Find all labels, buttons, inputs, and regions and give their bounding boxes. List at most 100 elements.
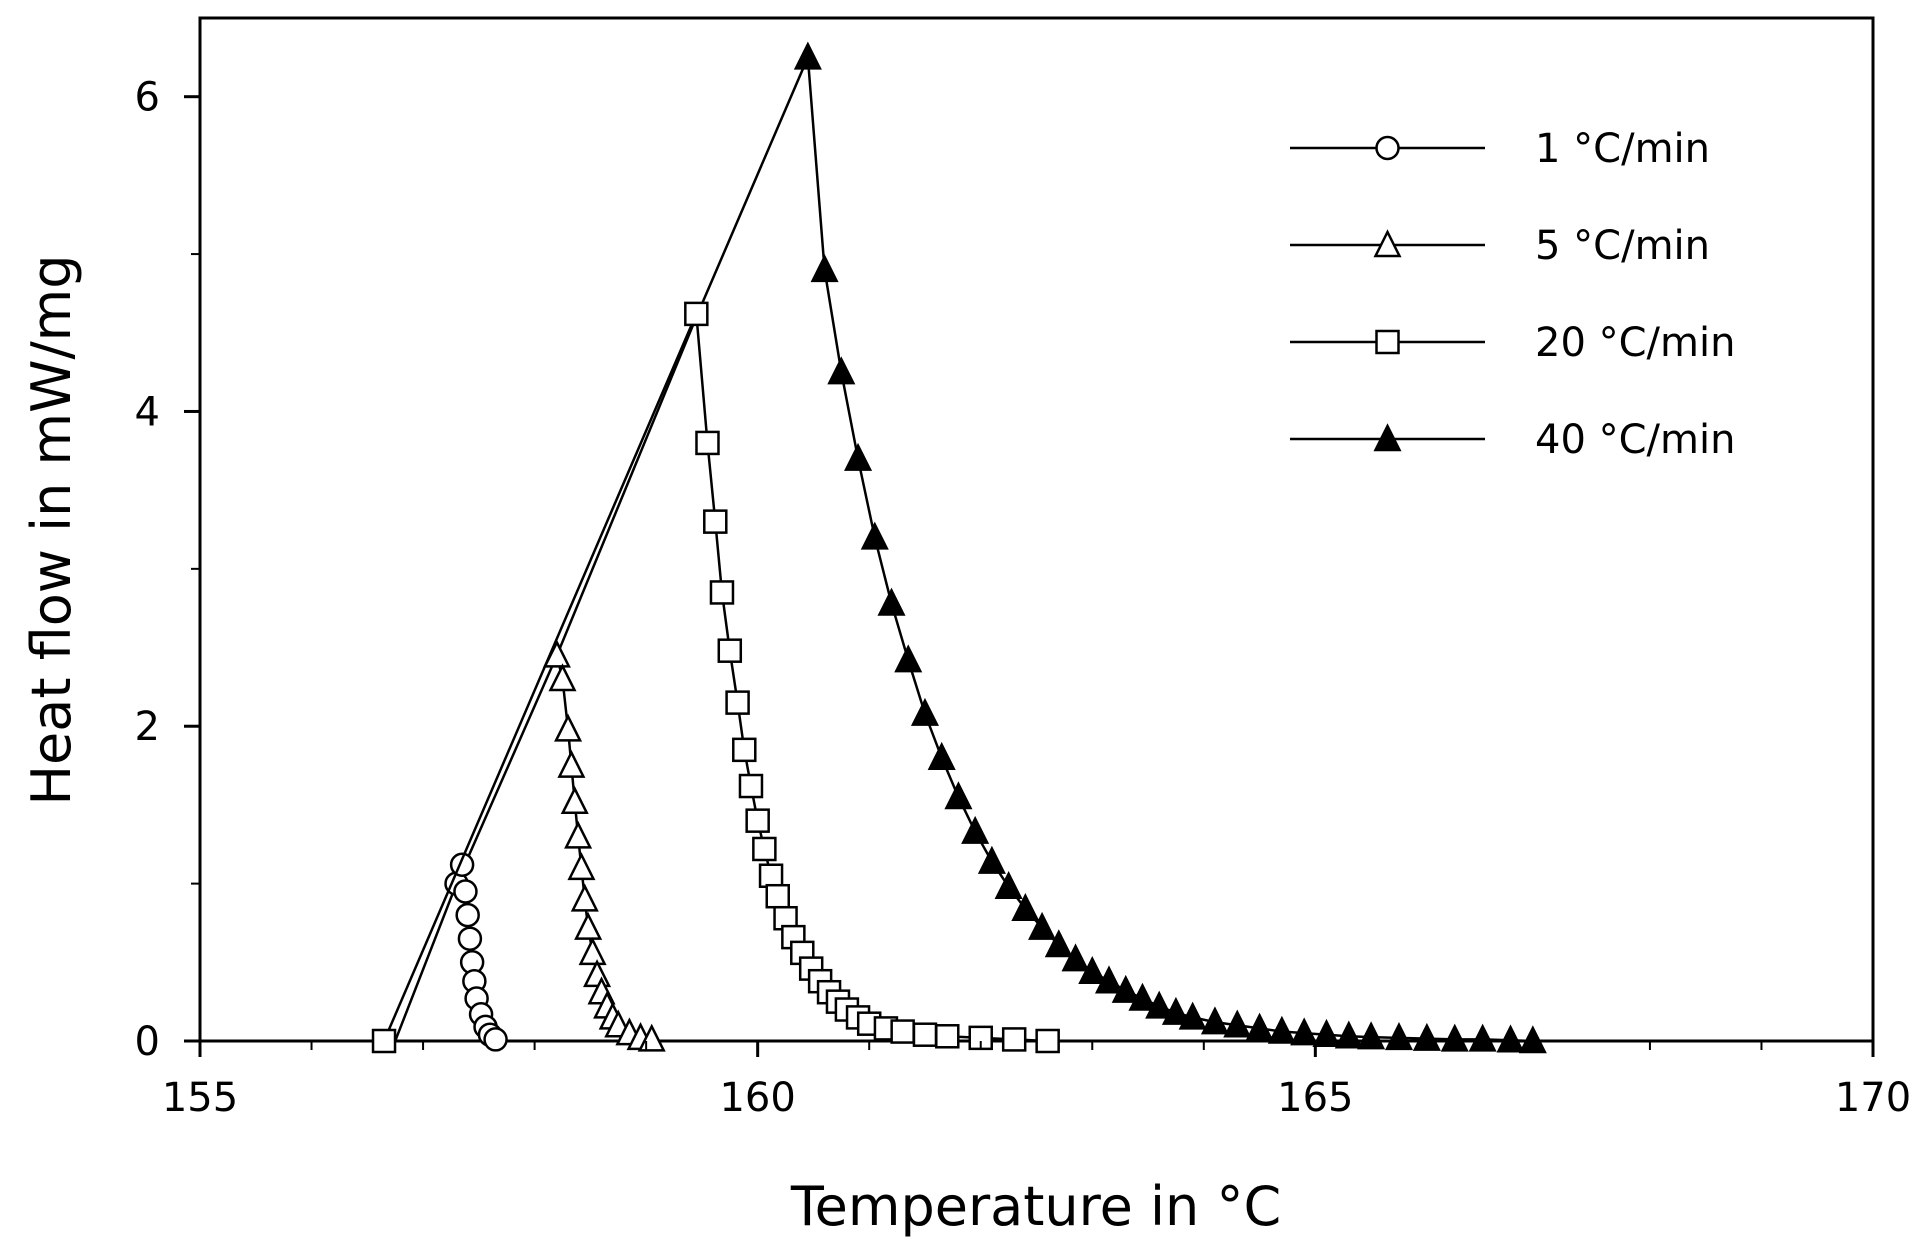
- legend-marker: [1373, 229, 1402, 258]
- data-point: [1290, 1017, 1319, 1046]
- series-3: [793, 41, 1547, 1054]
- data-point: [1334, 1020, 1363, 1049]
- data-point: [570, 883, 599, 912]
- y-tick-label: 4: [135, 389, 160, 435]
- data-point: [483, 1027, 508, 1052]
- data-point: [1384, 1022, 1414, 1051]
- data-point: [894, 644, 923, 673]
- data-point: [758, 863, 784, 888]
- data-point: [912, 1022, 938, 1047]
- legend-label: 40 °C/min: [1535, 417, 1735, 463]
- data-point: [935, 1024, 960, 1049]
- data-point: [725, 690, 750, 715]
- data-point: [455, 902, 480, 928]
- data-point: [827, 356, 856, 385]
- data-point: [703, 509, 728, 534]
- data-point: [877, 587, 906, 616]
- data-point: [717, 638, 743, 663]
- data-point: [1094, 965, 1124, 994]
- legend-item: 1 °C/min: [1290, 126, 1710, 172]
- data-point: [457, 926, 483, 951]
- y-tick-label: 6: [135, 75, 160, 121]
- data-point: [1111, 974, 1140, 1003]
- legend-item: 20 °C/min: [1290, 320, 1735, 366]
- data-point: [738, 773, 764, 799]
- x-tick-label: 160: [719, 1075, 795, 1121]
- data-point: [944, 781, 973, 810]
- data-point: [752, 836, 777, 862]
- data-point: [860, 521, 889, 550]
- envelope-layer: [378, 56, 1539, 1043]
- data-point: [765, 883, 790, 909]
- data-point: [1440, 1023, 1469, 1052]
- legend: 1 °C/min 5 °C/min 20 °C/min 40 °C/min: [1290, 126, 1735, 463]
- legend-item: 5 °C/min: [1290, 223, 1710, 269]
- data-point: [1044, 929, 1073, 958]
- data-point: [709, 580, 735, 605]
- data-point: [684, 301, 709, 327]
- legend-label: 1 °C/min: [1535, 126, 1710, 172]
- data-point: [1267, 1015, 1296, 1044]
- x-axis-title: Temperature in °C: [790, 1175, 1281, 1238]
- data-point: [1028, 911, 1057, 940]
- data-point: [583, 959, 612, 988]
- data-point: [1357, 1021, 1386, 1050]
- data-point: [745, 808, 770, 833]
- data-point: [1035, 1028, 1060, 1054]
- legend-marker: [1373, 423, 1402, 452]
- y-axis-title: Heat flow in mW/mg: [20, 254, 83, 805]
- data-point: [1011, 893, 1040, 922]
- x-tick-label: 165: [1277, 1075, 1353, 1121]
- data-point: [1245, 1012, 1274, 1041]
- ticks-layer: 155 160 165 170 0 2 4 6: [135, 75, 1912, 1121]
- y-tick-label: 2: [135, 704, 160, 750]
- series-line: [382, 313, 1048, 1043]
- data-point: [453, 879, 478, 904]
- legend-label: 20 °C/min: [1535, 320, 1735, 366]
- series-1: [542, 639, 666, 1052]
- data-point: [1001, 1027, 1027, 1052]
- y-tick-label: 0: [135, 1019, 160, 1065]
- data-point: [542, 639, 571, 668]
- data-point: [890, 1019, 915, 1044]
- envelope-line: [378, 56, 810, 1043]
- series-layer: [371, 41, 1547, 1054]
- legend-label: 5 °C/min: [1535, 223, 1710, 269]
- data-point: [1061, 943, 1090, 972]
- data-point: [961, 815, 990, 844]
- data-point: [564, 820, 593, 849]
- data-point: [910, 697, 939, 726]
- data-point: [1161, 996, 1190, 1025]
- data-point: [560, 785, 589, 815]
- data-point: [927, 741, 956, 770]
- data-point: [578, 937, 607, 966]
- data-point: [1178, 1001, 1207, 1030]
- data-point: [793, 41, 822, 70]
- x-tick-label: 170: [1835, 1075, 1911, 1121]
- data-point: [371, 1028, 397, 1054]
- legend-item: 40 °C/min: [1290, 417, 1735, 463]
- data-point: [1223, 1009, 1252, 1038]
- legend-marker: [1375, 329, 1400, 355]
- data-point: [567, 852, 596, 881]
- data-point: [1128, 982, 1157, 1011]
- data-point: [1145, 990, 1174, 1019]
- series-line: [806, 57, 1533, 1043]
- data-point: [1468, 1023, 1497, 1052]
- data-point: [994, 870, 1023, 900]
- data-point: [695, 430, 720, 456]
- data-point: [1078, 955, 1107, 985]
- data-point: [732, 737, 757, 763]
- x-tick-label: 155: [162, 1075, 238, 1121]
- data-point: [557, 749, 586, 778]
- data-point: [574, 911, 603, 940]
- series-0: [444, 852, 508, 1052]
- data-point: [1200, 1006, 1229, 1035]
- data-point: [1496, 1024, 1525, 1053]
- data-point: [844, 442, 873, 471]
- series-2: [371, 301, 1060, 1054]
- data-point: [548, 663, 577, 692]
- data-point: [1312, 1018, 1341, 1047]
- data-point: [977, 845, 1006, 874]
